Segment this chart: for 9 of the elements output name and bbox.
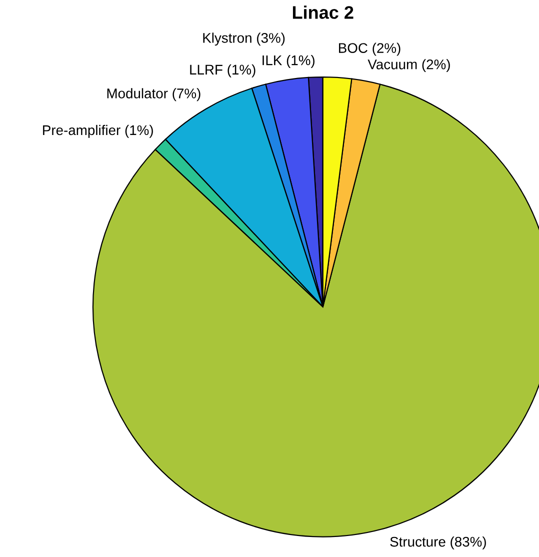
slice-label: Klystron (3%) bbox=[203, 32, 285, 46]
slice-label: Modulator (7%) bbox=[107, 88, 200, 102]
slice-label: BOC (2%) bbox=[339, 42, 400, 56]
slice-label: Structure (83%) bbox=[390, 536, 486, 550]
slice-label: Pre-amplifier (1%) bbox=[43, 124, 153, 138]
slice-label: Vacuum (2%) bbox=[368, 59, 450, 72]
slice-label: LLRF (1%) bbox=[190, 64, 256, 78]
slice-label: ILK (1%) bbox=[262, 55, 314, 68]
chart-title: Linac 2 bbox=[292, 6, 354, 19]
